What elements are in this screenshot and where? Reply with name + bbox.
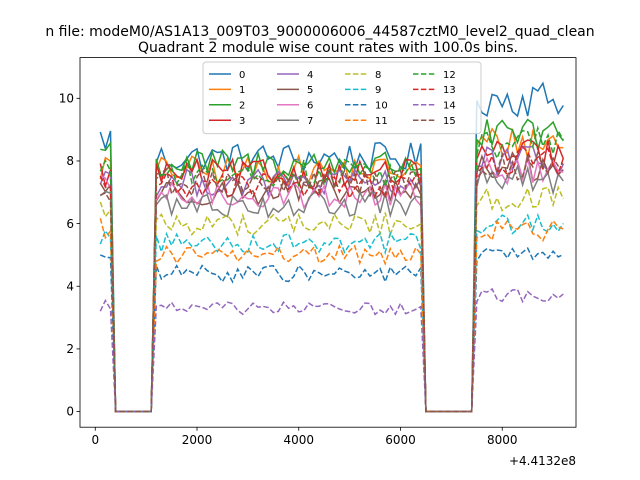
series-line-11 [99, 218, 564, 413]
y-tick-label: 2 [66, 342, 74, 356]
legend-label-1: 1 [239, 85, 245, 96]
x-tick-label: 2000 [182, 433, 213, 447]
y-tick-label: 4 [66, 279, 74, 293]
series-line-14 [99, 287, 564, 413]
legend-frame [202, 61, 482, 135]
series-line-15 [100, 150, 564, 413]
figure-suptitle: n file: modeM0/AS1A13_009T03_9000006006_… [45, 24, 594, 40]
series-line-10 [100, 247, 564, 413]
legend-label-9: 9 [375, 85, 381, 96]
series-layer [99, 81, 565, 413]
series-line-4 [99, 145, 564, 413]
legend-label-12: 12 [443, 70, 456, 81]
series-line-5 [99, 151, 564, 413]
legend-label-10: 10 [375, 101, 388, 112]
series-line-2 [100, 118, 564, 413]
x-axis: 0 2000 4000 6000 8000 [91, 427, 518, 447]
y-tick-label: 6 [66, 217, 74, 231]
chart-title: Quadrant 2 module wise count rates with … [138, 40, 518, 56]
y-tick-label: 10 [59, 92, 74, 106]
x-tick-label: 8000 [487, 433, 518, 447]
series-line-6 [100, 156, 564, 413]
legend-label-5: 5 [307, 85, 313, 96]
series-line-8 [99, 185, 564, 413]
legend-label-8: 8 [375, 70, 381, 81]
series-line-9 [99, 212, 564, 413]
x-tick-label: 4000 [283, 433, 314, 447]
legend-label-7: 7 [307, 116, 313, 127]
legend-label-0: 0 [239, 70, 245, 81]
series-line-1 [99, 127, 564, 413]
y-tick-label: 8 [66, 154, 74, 168]
x-tick-label: 0 [91, 433, 99, 447]
series-line-7 [99, 163, 564, 413]
series-line-0 [99, 81, 564, 413]
legend-label-3: 3 [239, 116, 245, 127]
x-tick-label: 6000 [385, 433, 416, 447]
legend-label-13: 13 [443, 85, 456, 96]
x-axis-offset-label: +4.4132e8 [509, 454, 576, 468]
y-axis: 0 2 4 6 8 10 [59, 92, 80, 419]
legend-label-11: 11 [375, 116, 388, 127]
y-tick-label: 0 [66, 405, 74, 419]
legend-label-14: 14 [443, 101, 456, 112]
legend-label-4: 4 [307, 70, 313, 81]
legend-label-2: 2 [239, 101, 245, 112]
legend-label-15: 15 [443, 116, 456, 127]
series-line-12 [99, 125, 564, 413]
legend-label-6: 6 [307, 101, 313, 112]
axes-frame [79, 57, 577, 428]
